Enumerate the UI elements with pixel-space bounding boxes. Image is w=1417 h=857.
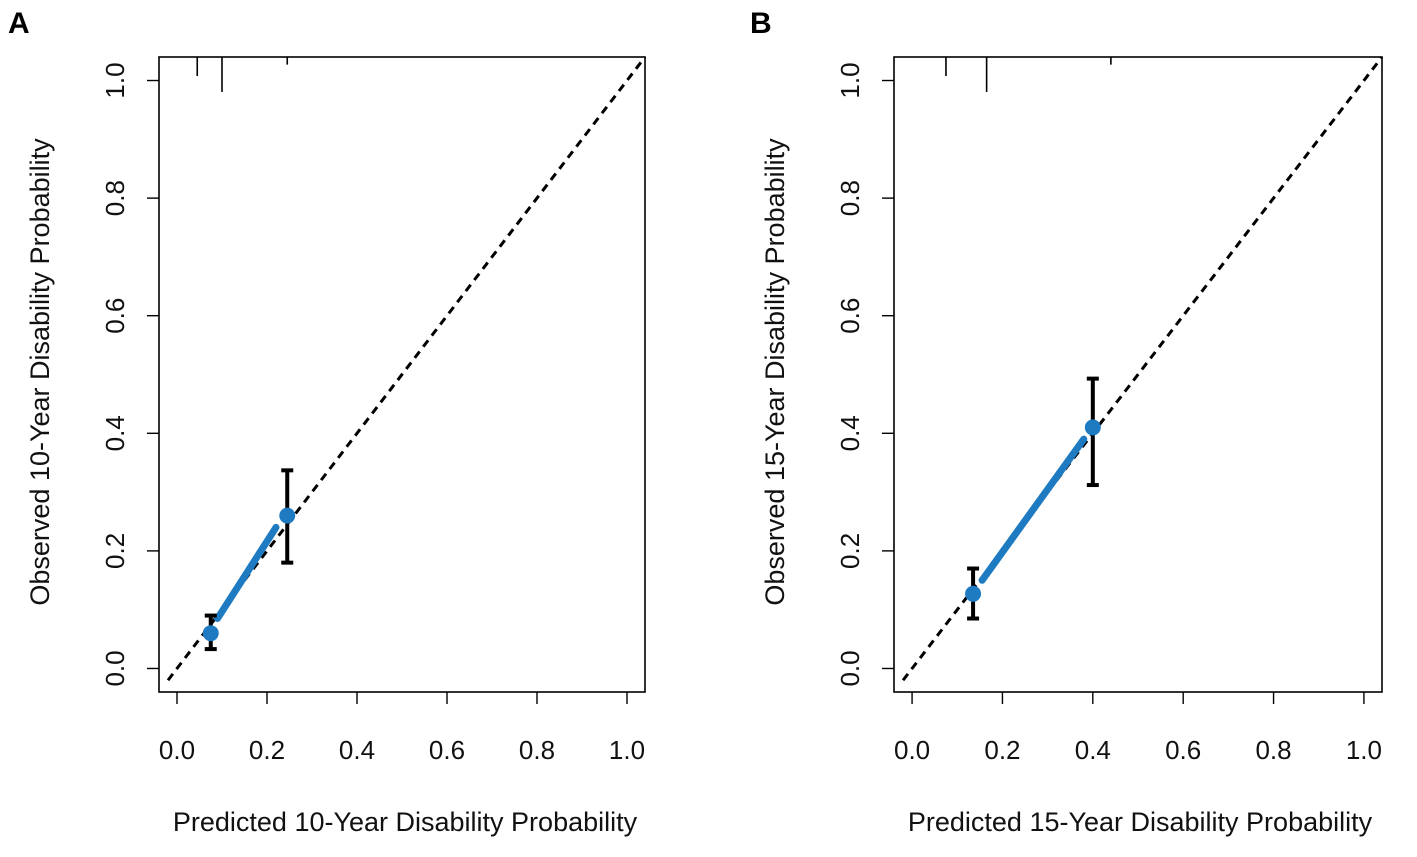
x-axis-title-a: Predicted 10-Year Disability Probability xyxy=(173,807,638,837)
points-a xyxy=(202,468,296,652)
y-tick-label-a: 1.0 xyxy=(100,62,130,98)
x-tick-label-b: 0.2 xyxy=(984,735,1020,765)
x-tick-label-a: 0.0 xyxy=(159,735,195,765)
y-axis-b: 0.0 0.2 0.4 0.6 0.8 1.0 xyxy=(835,62,894,687)
x-axis-a: 0.0 0.2 0.4 0.6 0.8 1.0 xyxy=(159,692,645,765)
y-tick-label-a: 0.6 xyxy=(100,298,130,334)
rug-b xyxy=(945,57,1112,92)
observed-point-b xyxy=(965,585,982,602)
observed-point-b xyxy=(1084,419,1101,436)
y-tick-label-b: 0.8 xyxy=(835,180,865,216)
calibration-curve-b xyxy=(978,435,1088,584)
y-tick-label-b: 0.4 xyxy=(835,415,865,451)
points-b xyxy=(965,376,1101,621)
x-tick-label-b: 1.0 xyxy=(1346,735,1382,765)
y-axis-a: 0.0 0.2 0.4 0.6 0.8 1.0 xyxy=(100,62,159,687)
x-tick-label-a: 0.6 xyxy=(429,735,465,765)
x-tick-label-b: 0.0 xyxy=(894,735,930,765)
panel-b: B 0.0 0.2 0.4 0.6 0.8 1.0 0.00.20.40.60.81.0 … xyxy=(750,7,1384,837)
x-tick-label-b: 0.4 xyxy=(1075,735,1111,765)
x-tick-label-b: 0.8 xyxy=(1255,735,1291,765)
y-tick-label-a: 0.0 xyxy=(100,650,130,686)
panel-a: A 0.0 0.2 0.4 0.6 0.8 1.0 0.00.20.40.60.81.0 … xyxy=(8,7,647,837)
y-tick-label-b: 0.0 xyxy=(835,650,865,686)
calibration-curve-line-a xyxy=(214,523,280,623)
observed-point-a xyxy=(279,507,296,524)
x-tick-label-a: 0.4 xyxy=(339,735,375,765)
x-tick-label-a: 0.8 xyxy=(519,735,555,765)
y-tick-label-b: 0.2 xyxy=(835,533,865,569)
calibration-curve-line-b xyxy=(978,435,1088,584)
y-tick-label-a: 0.8 xyxy=(100,180,130,216)
calibration-curve-a xyxy=(214,523,280,623)
plot-frame-b xyxy=(893,56,1383,693)
x-tick-label-b: 0.6 xyxy=(1165,735,1201,765)
y-axis-title-b: Observed 15-Year Disability Probability xyxy=(760,138,790,606)
x-axis-b: 0.0 0.2 0.4 0.6 0.8 1.0 xyxy=(894,692,1382,765)
y-tick-label-b: 0.6 xyxy=(835,298,865,334)
y-axis-title-a: Observed 10-Year Disability Probability xyxy=(25,138,55,606)
plot-frame-a xyxy=(158,56,646,693)
y-tick-label-b: 1.0 xyxy=(835,62,865,98)
panel-label-a: A xyxy=(8,7,30,40)
x-tick-label-a: 1.0 xyxy=(609,735,645,765)
y-tick-label-a: 0.4 xyxy=(100,415,130,451)
y-tick-label-a: 0.2 xyxy=(100,533,130,569)
rug-a xyxy=(196,57,289,92)
observed-point-a xyxy=(202,625,219,642)
x-tick-label-a: 0.2 xyxy=(249,735,285,765)
x-axis-title-b: Predicted 15-Year Disability Probability xyxy=(908,807,1373,837)
panel-label-b: B xyxy=(750,7,772,40)
